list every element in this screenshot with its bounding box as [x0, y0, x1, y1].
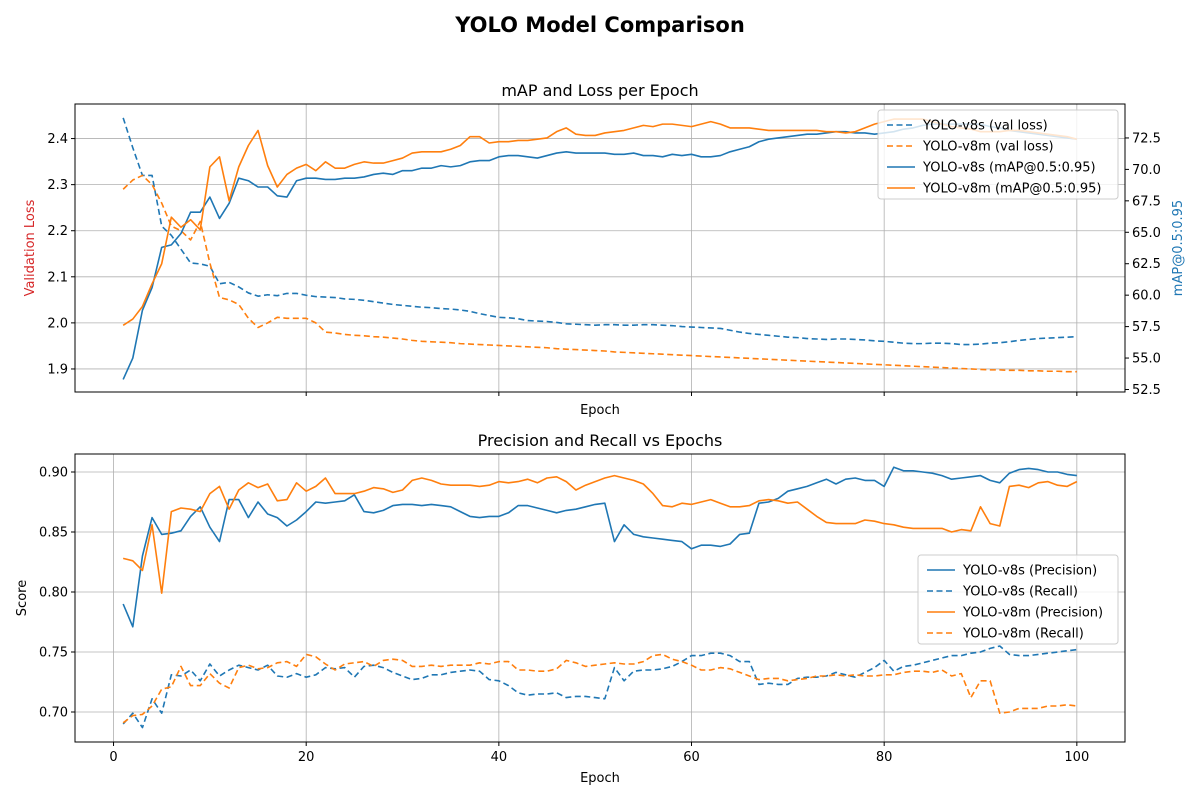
y-right-tick-label: 67.5 — [1132, 194, 1161, 209]
figure-title: YOLO Model Comparison — [454, 13, 745, 37]
y-tick-label: 0.75 — [39, 646, 68, 661]
x-tick-label: 40 — [491, 750, 508, 765]
precision-recall-y-label: Score — [15, 580, 30, 616]
legend-entry: YOLO-v8s (mAP@0.5:0.95) — [922, 161, 1096, 176]
map-loss-y-right-ticks: 52.5 55.0 57.5 60.0 62.5 65.0 67.5 70.0 72.5 — [1125, 131, 1161, 398]
map-loss-x-ticks — [305, 392, 1078, 396]
map-loss-frame — [74, 103, 1126, 393]
y-right-tick-label: 55.0 — [1132, 352, 1161, 367]
series-yolo-v8s-recall — [122, 645, 1077, 729]
x-tick-label: 80 — [876, 750, 893, 765]
y-right-tick-label: 65.0 — [1132, 226, 1161, 241]
precision-recall-frame — [74, 453, 1126, 743]
precision-recall-y-ticks: 0.70 0.75 0.80 0.85 0.90 — [39, 466, 75, 721]
legend-entry: YOLO-v8s (Precision) — [962, 564, 1097, 579]
x-tick-label: 0 — [109, 750, 117, 765]
y-tick-label: 0.85 — [39, 526, 68, 541]
precision-recall-x-label: Epoch — [580, 771, 620, 786]
legend-entry: YOLO-v8s (Recall) — [962, 585, 1078, 600]
map-loss-y-ticks: 1.9 2.0 2.1 2.2 2.3 2.4 — [47, 132, 75, 377]
precision-recall-x-ticks: 0 20 40 60 80 100 — [109, 742, 1089, 765]
series-yolo-v8m-val-loss — [122, 174, 1077, 373]
series-yolo-v8m-precision — [122, 474, 1078, 595]
precision-recall-series — [122, 466, 1078, 729]
map-loss-grid — [75, 104, 1125, 392]
y-tick-label: 0.90 — [39, 466, 68, 481]
y-right-tick-label: 57.5 — [1132, 320, 1161, 335]
map-loss-panel: mAP and Loss per Epoch 1.9 2.0 2.1 2.2 2.3 2.… — [23, 81, 1186, 418]
x-tick-label: 100 — [1064, 750, 1089, 765]
y-right-tick-label: 52.5 — [1132, 383, 1161, 398]
y-tick-label: 2.1 — [47, 270, 68, 285]
series-yolo-v8s-precision — [122, 466, 1077, 628]
y-tick-label: 1.9 — [47, 362, 68, 377]
series-yolo-v8m-recall — [122, 653, 1077, 724]
y-tick-label: 0.80 — [39, 586, 68, 601]
legend-entry: YOLO-v8m (Precision) — [962, 606, 1103, 621]
precision-recall-title: Precision and Recall vs Epochs — [478, 431, 723, 450]
legend-entry: YOLO-v8m (Recall) — [962, 627, 1084, 642]
y-right-tick-label: 72.5 — [1132, 131, 1161, 146]
map-loss-x-label: Epoch — [580, 403, 620, 418]
legend-entry: YOLO-v8s (val loss) — [922, 119, 1048, 134]
map-loss-title: mAP and Loss per Epoch — [501, 81, 698, 100]
precision-recall-grid — [75, 454, 1125, 742]
y-right-tick-label: 62.5 — [1132, 257, 1161, 272]
precision-recall-legend: YOLO-v8s (Precision) YOLO-v8s (Recall) YOL… — [917, 554, 1119, 645]
legend-box — [877, 109, 1119, 200]
legend-entry: YOLO-v8m (val loss) — [922, 140, 1054, 155]
x-tick-label: 60 — [683, 750, 700, 765]
precision-recall-panel: Precision and Recall vs Epochs 0 20 40 60 80… — [15, 431, 1126, 786]
map-loss-y-label: Validation Loss — [23, 199, 38, 296]
map-loss-y-right-label: mAP@0.5:0.95 — [1171, 200, 1186, 296]
legend-entry: YOLO-v8m (mAP@0.5:0.95) — [922, 182, 1101, 197]
x-tick-label: 20 — [298, 750, 315, 765]
y-tick-label: 2.4 — [47, 132, 68, 147]
y-right-tick-label: 60.0 — [1132, 289, 1161, 304]
y-tick-label: 2.2 — [47, 224, 68, 239]
map-loss-legend: YOLO-v8s (val loss) YOLO-v8m (val loss) YO… — [877, 109, 1119, 200]
legend-box — [917, 554, 1119, 645]
y-tick-label: 0.70 — [39, 706, 68, 721]
y-tick-label: 2.0 — [47, 316, 68, 331]
y-tick-label: 2.3 — [47, 178, 68, 193]
series-yolo-v8s-val-loss — [122, 117, 1077, 346]
y-right-tick-label: 70.0 — [1132, 163, 1161, 178]
